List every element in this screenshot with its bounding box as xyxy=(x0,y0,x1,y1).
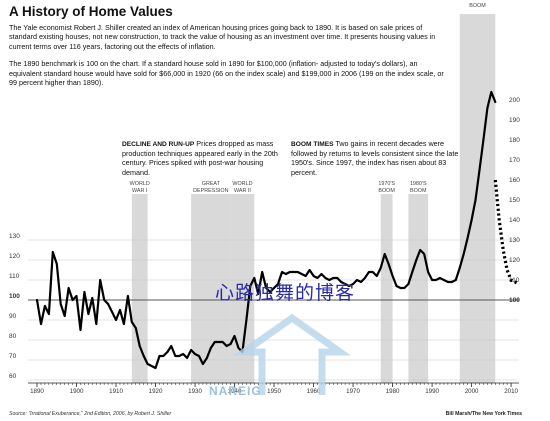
x-tick-label: 1940 xyxy=(228,388,242,395)
right-tick-label: 140 xyxy=(509,217,520,224)
period-label: WORLD xyxy=(232,181,252,187)
right-tick-label: 180 xyxy=(509,137,520,144)
watermark-text: 心路独舞的博客 xyxy=(215,282,356,304)
period-label: 1980'S xyxy=(410,181,427,187)
shaded-periods xyxy=(131,14,496,383)
shaded-period xyxy=(131,194,148,383)
intro-paragraph-1: The Yale economist Robert J. Shiller cre… xyxy=(9,23,436,51)
shaded-period xyxy=(191,194,231,383)
left-tick-label: 100 xyxy=(9,293,20,300)
x-tick-label: 1980 xyxy=(386,388,400,395)
period-label: CURRENT xyxy=(464,0,491,2)
x-tick-label: 1920 xyxy=(149,388,163,395)
source-note: Source: "Irrational Exuberance," 2nd Edi… xyxy=(9,411,172,417)
right-tick-label: 110 xyxy=(509,277,520,284)
left-tick-label: 130 xyxy=(9,233,20,240)
x-tick-label: 1890 xyxy=(30,388,44,395)
note-boom-body: Two gains in recent decades were followe… xyxy=(291,139,459,177)
watermark-logo-text: NAREIG xyxy=(209,384,262,398)
note-boom-heading: BOOM TIMES xyxy=(291,141,334,148)
x-tick-label: 1900 xyxy=(70,388,84,395)
credit-line: Bill Marsh/The New York Times xyxy=(445,411,522,417)
period-label: WORLD xyxy=(130,181,150,187)
note-decline-body: Prices dropped as mass production techni… xyxy=(122,139,278,177)
page-title: A History of Home Values xyxy=(9,4,173,19)
period-label: WAR II xyxy=(234,188,251,194)
watermark-arrow xyxy=(233,313,351,395)
projection-line xyxy=(493,179,520,286)
x-tick-label: 1990 xyxy=(425,388,439,395)
series-lines xyxy=(35,90,520,370)
note-decline: DECLINE AND RUN-UP Prices dropped as mas… xyxy=(122,139,282,177)
right-tick-label: 120 xyxy=(509,257,520,264)
right-tick-label: 150 xyxy=(509,197,520,204)
right-tick-label: 190 xyxy=(509,117,520,124)
index-line xyxy=(35,90,497,370)
right-tick-label: 100 xyxy=(509,297,520,304)
right-tick-label: 160 xyxy=(509,177,520,184)
shaded-period xyxy=(380,194,393,383)
x-tick-label: 1970 xyxy=(346,388,360,395)
axis-ticks: 60 70 80 90 100 110 120 130 100 110 120 130 140 150 16… xyxy=(9,97,520,395)
intro-paragraph-2: The 1890 benchmark is 100 on the chart. … xyxy=(9,59,444,88)
left-tick-label: 90 xyxy=(9,313,17,320)
period-label: BOOM xyxy=(469,3,486,9)
x-tick-label: 2010 xyxy=(504,388,518,395)
shaded-period xyxy=(408,194,429,383)
right-tick-label: 130 xyxy=(509,237,520,244)
shaded-period xyxy=(230,194,255,383)
right-tick-label: 200 xyxy=(509,97,520,104)
period-label: BOOM xyxy=(410,188,427,194)
x-tick-label: 1960 xyxy=(307,388,321,395)
period-label: BOOM xyxy=(378,188,395,194)
period-label: WAR I xyxy=(132,188,147,194)
left-tick-label: 60 xyxy=(9,373,17,380)
left-tick-label: 80 xyxy=(9,333,17,340)
right-tick-label: 170 xyxy=(509,157,520,164)
left-tick-label: 120 xyxy=(9,253,20,260)
left-tick-label: 110 xyxy=(9,273,20,280)
x-tick-label: 1910 xyxy=(109,388,123,395)
shaded-period xyxy=(459,14,496,383)
x-tick-label: 1930 xyxy=(188,388,202,395)
period-label: DEPRESSION xyxy=(193,188,228,194)
note-boom: BOOM TIMES Two gains in recent decades w… xyxy=(291,139,461,177)
x-tick-label: 2000 xyxy=(465,388,479,395)
x-tick-label: 1950 xyxy=(267,388,281,395)
period-label: GREAT xyxy=(202,181,221,187)
note-decline-heading: DECLINE AND RUN-UP xyxy=(122,141,195,148)
left-tick-label: 70 xyxy=(9,353,17,360)
gridlines xyxy=(28,239,519,381)
intro-text: The Yale economist Robert J. Shiller cre… xyxy=(9,23,449,95)
period-label: 1970'S xyxy=(378,181,395,187)
